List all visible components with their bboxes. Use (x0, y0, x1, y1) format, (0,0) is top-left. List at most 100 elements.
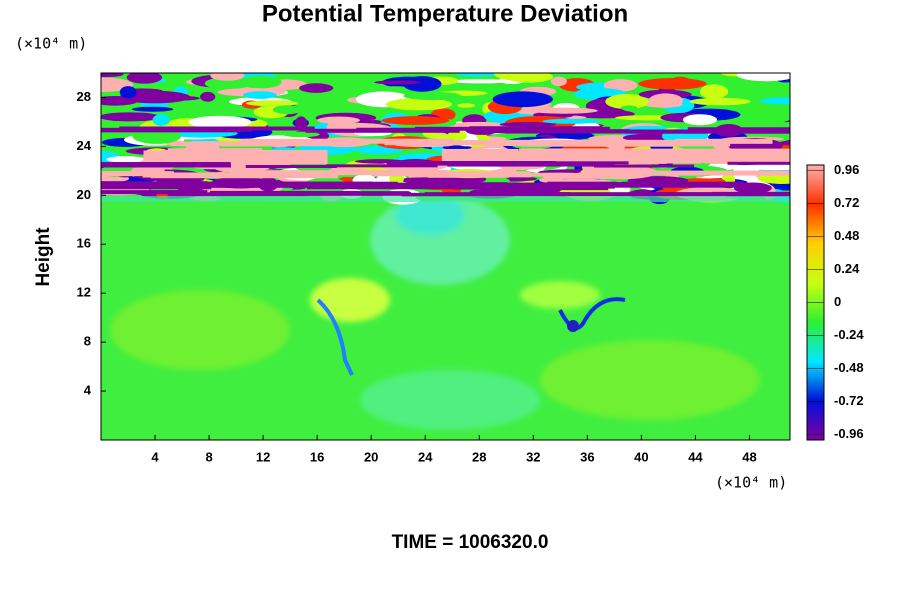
field-stripe (624, 129, 790, 134)
x-tick-label: 40 (634, 449, 648, 464)
field-stripe (306, 183, 476, 190)
colorbar-tick-label: 0.24 (834, 261, 860, 276)
plot-frame (100, 72, 791, 441)
field-texture (373, 80, 422, 85)
field-texture (402, 76, 442, 92)
x-unit: (×10⁴ m) (715, 474, 787, 492)
field-stripe (638, 170, 790, 176)
field-patch (360, 370, 540, 430)
field-edge (101, 196, 790, 202)
y-unit: (×10⁴ m) (15, 35, 87, 53)
colorbar-tick-label: 0 (834, 294, 841, 309)
y-tick-label: 28 (77, 89, 91, 104)
x-tick-label: 44 (688, 449, 703, 464)
field-patch (540, 340, 760, 420)
field-texture (699, 84, 729, 99)
field-texture (447, 79, 515, 84)
y-tick-label: 4 (84, 383, 92, 398)
x-tick-label: 12 (256, 449, 270, 464)
y-axis-label: Height (33, 227, 54, 287)
field-stripe (167, 148, 262, 163)
field-stripe (101, 190, 208, 195)
field-texture (447, 130, 468, 141)
field-stripe (593, 164, 695, 168)
field-texture (152, 114, 170, 126)
y-tick-label: 20 (77, 187, 91, 202)
field-stripe (540, 192, 714, 197)
field-texture (243, 91, 277, 99)
field-texture (360, 154, 401, 159)
colorbar-tick-label: 0.96 (834, 162, 859, 177)
field-texture (282, 131, 320, 138)
field-texture (759, 97, 790, 105)
y-tick-label: 24 (77, 138, 92, 153)
field-patch (520, 281, 600, 309)
field-plume (316, 298, 354, 376)
field-texture (316, 116, 361, 124)
field-stripe (148, 172, 311, 178)
x-tick-label: 32 (526, 449, 540, 464)
field-stripe (326, 164, 438, 168)
field-stripe (681, 148, 790, 163)
field-stripe (447, 163, 615, 167)
field-texture (131, 106, 174, 112)
field-stripe (101, 171, 174, 177)
x-tick-label: 24 (418, 449, 433, 464)
field-texture (603, 79, 638, 92)
field-stripe (114, 162, 216, 166)
colorbar-tick-label: -0.48 (834, 360, 864, 375)
field-texture (682, 114, 718, 126)
colorbar-tick-label: 0.48 (834, 228, 859, 243)
x-tick-label: 4 (151, 449, 159, 464)
field-texture (638, 78, 707, 90)
field-stripe (409, 172, 532, 178)
field-texture (381, 116, 450, 125)
field-stripe (180, 141, 300, 147)
field-stripe (209, 190, 360, 195)
field-stripe (547, 181, 744, 188)
field-stripe (279, 138, 452, 144)
field-texture (550, 76, 567, 87)
colorbar-tick-label: -0.72 (834, 393, 864, 408)
y-tick-label: 8 (84, 334, 91, 349)
field-stripe (613, 149, 702, 164)
field-texture (204, 77, 251, 90)
field-stripe (727, 161, 790, 165)
field-texture (106, 156, 144, 163)
field-texture (385, 98, 453, 111)
field-stripe (460, 161, 629, 165)
field-stripe (245, 164, 337, 168)
field-texture (499, 122, 557, 127)
field-texture (442, 145, 472, 150)
field-stripe (543, 173, 630, 179)
field-stripe (441, 148, 519, 163)
field-patch (395, 195, 465, 235)
field-texture (210, 73, 245, 81)
field-texture (188, 115, 252, 129)
field-stripe (687, 127, 790, 132)
field-texture (245, 100, 299, 107)
field-stripe (260, 170, 427, 176)
field-stripe (430, 192, 512, 197)
y-tick-label: 12 (77, 285, 91, 300)
annotation: TIME = 1006320.0 (392, 532, 549, 553)
field-texture (757, 172, 790, 184)
field-patch (110, 290, 290, 370)
field-texture (200, 91, 216, 102)
field-texture (605, 93, 649, 110)
y-tick-label: 16 (77, 236, 91, 251)
colorbar-tick-label: 0.72 (834, 195, 859, 210)
colorbar-tick-label: -0.24 (834, 327, 864, 342)
field-stripe (101, 164, 232, 168)
field-texture (689, 97, 751, 106)
x-tick-label: 8 (205, 449, 212, 464)
field-texture (110, 195, 760, 430)
field-texture (743, 164, 790, 171)
field-texture (542, 118, 601, 124)
field-stripe (387, 162, 495, 166)
field-texture (119, 86, 137, 99)
x-tick-label: 36 (580, 449, 594, 464)
field-texture (456, 73, 499, 77)
field-stripe (253, 170, 328, 176)
field-texture (620, 105, 638, 111)
